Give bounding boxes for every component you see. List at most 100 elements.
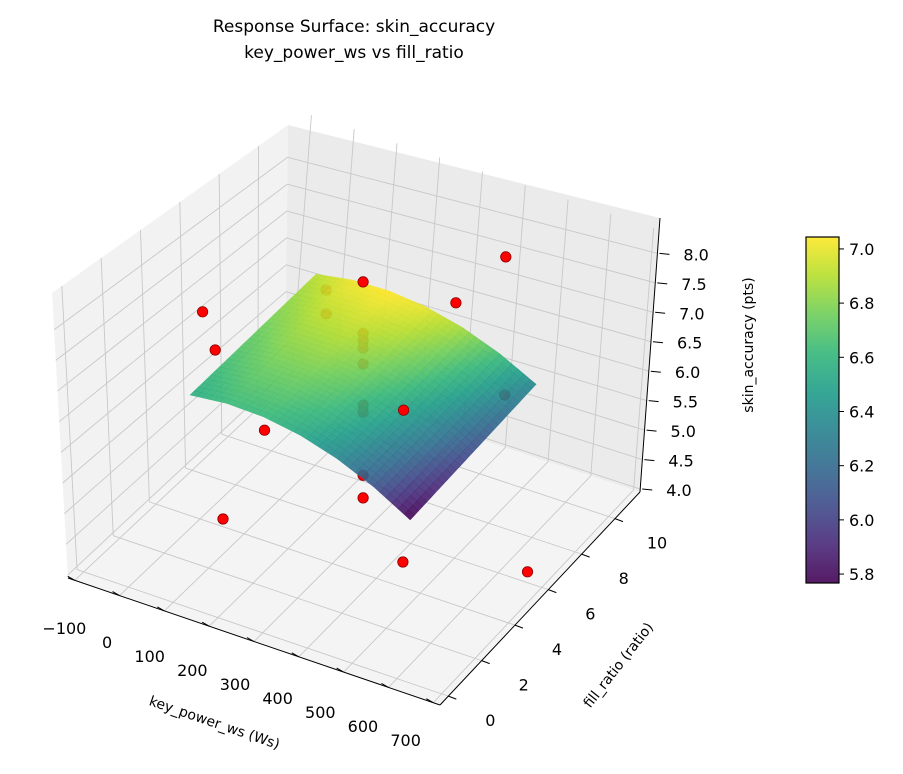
x-tick: [201, 621, 210, 627]
grid-line-x: [432, 489, 634, 704]
z-tick-label: 6.5: [677, 334, 702, 353]
z-tick-label: 8.0: [683, 245, 708, 264]
colorbar-tick-label: 6.8: [849, 294, 874, 313]
colorbar-tick-label: 6.6: [849, 348, 874, 367]
x-tick: [426, 698, 434, 704]
y-tick-label: 10: [647, 534, 667, 553]
x-tick: [336, 667, 344, 673]
grid-line-x-wall: [590, 213, 612, 476]
x-tick-label: 200: [177, 661, 208, 680]
data-point: [258, 424, 271, 436]
data-point: [500, 251, 512, 263]
grid-line-z: [53, 156, 288, 331]
y-tick-label: 6: [585, 605, 595, 624]
y-tick: [614, 518, 624, 523]
x-tick: [291, 652, 300, 658]
colorbar-tick-label: 7.0: [849, 240, 874, 259]
grid-line-z: [286, 237, 652, 343]
x-tick-label: 700: [390, 731, 421, 750]
x-tick: [67, 575, 75, 581]
data-point: [397, 556, 409, 568]
y-tick: [448, 695, 457, 700]
colorbar-tick-label: 6.4: [849, 402, 874, 421]
grid-line-y: [113, 535, 482, 662]
chart-title-line1: Response Surface: skin_accuracy: [213, 17, 495, 37]
z-tick: [657, 282, 668, 285]
grid-line-x-wall: [633, 227, 655, 490]
axis-lines: [67, 217, 670, 706]
grid-line-y-wall: [140, 229, 150, 502]
grid-line-x: [298, 447, 506, 658]
data-point: [397, 404, 410, 416]
grid-line-y-wall: [61, 285, 78, 570]
data-point: [197, 306, 209, 318]
y-axis-label: fill_ratio (ratio): [581, 620, 657, 711]
grid-line-z: [286, 210, 654, 313]
z-axis-line: [639, 217, 661, 493]
data-point: [217, 513, 229, 525]
x-tick-label: 600: [348, 717, 379, 736]
y-tick-label: 2: [519, 676, 529, 695]
y-tick-label: 8: [619, 569, 629, 588]
z-tick-label: 4.0: [666, 481, 691, 500]
y-tick: [481, 660, 490, 665]
y-tick: [514, 624, 524, 629]
x-tick: [381, 682, 389, 688]
colorbar-tick-label: 6.0: [849, 511, 874, 530]
points-front: [197, 251, 534, 578]
y-tick: [548, 589, 557, 594]
z-tick-label: 7.5: [681, 275, 706, 294]
grid-line-x-wall: [547, 199, 569, 462]
grid-line-x: [388, 475, 592, 688]
grid-line-y: [185, 467, 549, 591]
x-tick-label: 300: [220, 675, 251, 694]
floor-pane: [68, 375, 640, 705]
grid-line-y: [76, 569, 449, 697]
y-tick-label: 0: [485, 711, 495, 730]
data-point: [450, 297, 462, 309]
tick-labels: −100 0 100 200 300 400 500 600 700 0 2 4 6 8 10 4.0 4.5 5…: [42, 245, 708, 750]
colorbar-tick-label: 5.8: [849, 565, 874, 584]
grid-line-z: [60, 264, 287, 453]
grid-line-z: [58, 237, 287, 423]
chart-title-line2: key_power_ws vs fill_ratio: [244, 43, 464, 63]
z-tick-label: 4.5: [668, 452, 693, 471]
left-pane: [52, 125, 288, 578]
surface-patch: [403, 509, 415, 521]
x-tick-label: −100: [42, 619, 86, 638]
z-tick: [644, 459, 655, 462]
x-tick: [157, 606, 165, 612]
z-axis-label: skin_accuracy (pts): [741, 277, 757, 412]
grid-line-z: [62, 291, 287, 484]
x-tick-label: 500: [305, 703, 336, 722]
data-point: [357, 276, 369, 288]
grid-line-y-wall: [179, 201, 186, 469]
x-tick-label: 400: [262, 689, 293, 708]
z-tick: [648, 400, 659, 403]
data-point: [521, 566, 534, 578]
colorbar-ticks: 5.8 6.0 6.2 6.4 6.6 6.8 7.0: [839, 240, 874, 584]
z-tick: [655, 311, 666, 314]
y-tick: [581, 553, 590, 558]
z-tick: [659, 252, 670, 255]
z-tick: [646, 429, 657, 432]
data-point: [209, 344, 221, 356]
x-tick: [112, 591, 120, 597]
x-tick-label: 0: [102, 633, 112, 652]
colorbar: [805, 236, 840, 584]
z-tick-label: 7.0: [679, 304, 704, 323]
z-tick: [650, 370, 661, 373]
x-tick: [246, 637, 255, 642]
z-tick-label: 5.5: [673, 393, 698, 412]
grid-line-z: [57, 210, 288, 392]
y-axis-line: [439, 491, 641, 706]
z-tick: [652, 341, 664, 344]
grid-line-y: [149, 501, 516, 626]
z-tick-label: 6.0: [675, 363, 700, 382]
grid-line-x: [343, 461, 549, 673]
z-tick-label: 5.0: [671, 422, 696, 441]
colorbar-tick-label: 6.2: [849, 457, 874, 476]
x-tick-label: 100: [134, 647, 165, 666]
